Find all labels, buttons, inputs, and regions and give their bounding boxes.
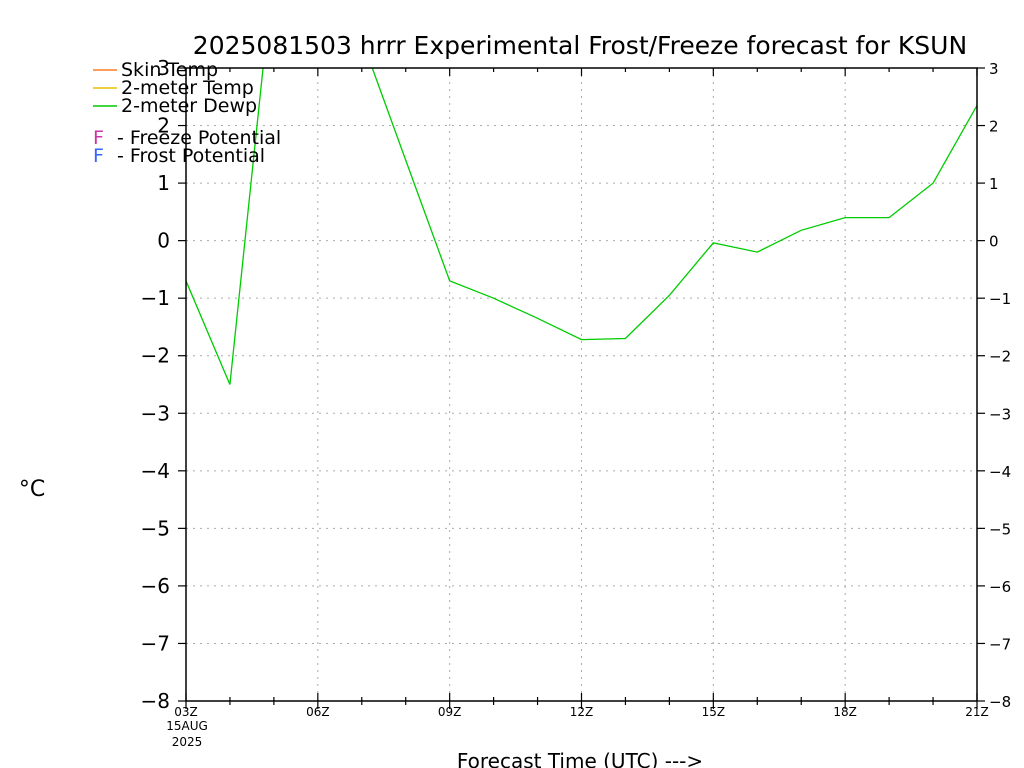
y-tick-label-right: 3 [989, 60, 999, 78]
y-tick-label-left: 1 [157, 171, 170, 195]
y-tick-label-left: −5 [141, 516, 170, 540]
x-date-year: 2025 [172, 735, 203, 749]
x-tick-label: 09Z [438, 705, 462, 719]
y-tick-label-right: −5 [989, 520, 1011, 538]
y-tick-label-left: 2 [157, 114, 170, 138]
y-tick-label-right: −2 [989, 348, 1011, 366]
legend-potential-label: - Freeze Potential [117, 127, 281, 149]
y-tick-label-left: −3 [141, 401, 170, 425]
x-tick-label: 12Z [570, 705, 594, 719]
y-tick-label-right: 2 [989, 118, 999, 136]
y-tick-label-left: −4 [141, 459, 170, 483]
y-axis-right: 3 2 1 0 −1 −2 −3 −4 −5 −6 −7 −8 [977, 60, 1011, 711]
y-tick-label-right: −3 [989, 405, 1011, 423]
y-tick-label-right: −6 [989, 578, 1011, 596]
x-axis-label: Forecast Time (UTC) ---> [457, 749, 703, 768]
y-tick-label-right: −4 [989, 463, 1011, 481]
y-tick-label-left: 3 [157, 56, 170, 80]
x-tick-label: 21Z [965, 705, 989, 719]
y-axis-label: °C [19, 477, 45, 502]
y-tick-label-right: 0 [989, 233, 999, 251]
grid [186, 68, 977, 701]
y-tick-label-left: −8 [141, 689, 170, 713]
chart-title: 2025081503 hrrr Experimental Frost/Freez… [193, 31, 967, 60]
legend-marker: F [93, 127, 104, 149]
y-tick-label-right: −7 [989, 635, 1011, 653]
x-tick-label: 18Z [833, 705, 857, 719]
x-tick-label: 06Z [306, 705, 330, 719]
y-tick-label-left: 0 [157, 229, 170, 253]
y-tick-label-left: −6 [141, 574, 170, 598]
y-tick-label-left: −7 [141, 631, 170, 655]
x-axis: 03Z 06Z 09Z 12Z 15Z 18Z 21Z [174, 68, 989, 719]
legend-marker: F [93, 145, 104, 167]
legend-label: Skin Temp [121, 59, 218, 81]
legend-label: 2-meter Dewp [121, 95, 257, 117]
y-axis-left: 3 2 1 0 −1 −2 −3 −4 −5 −6 −7 −8 [141, 56, 186, 713]
x-tick-label: 03Z [174, 705, 198, 719]
y-tick-label-right: −1 [989, 290, 1011, 308]
y-tick-label-left: −1 [141, 286, 170, 310]
x-tick-label: 15Z [702, 705, 726, 719]
series-line-2m-dewp [186, 68, 977, 385]
legend-label: 2-meter Temp [121, 77, 254, 99]
y-tick-label-right: 1 [989, 175, 999, 193]
plot-area [186, 68, 977, 385]
legend-potential-label: - Frost Potential [117, 145, 265, 167]
y-tick-label-right: −8 [989, 693, 1011, 711]
x-date-day: 15AUG [166, 719, 208, 733]
y-tick-label-left: −2 [141, 344, 170, 368]
